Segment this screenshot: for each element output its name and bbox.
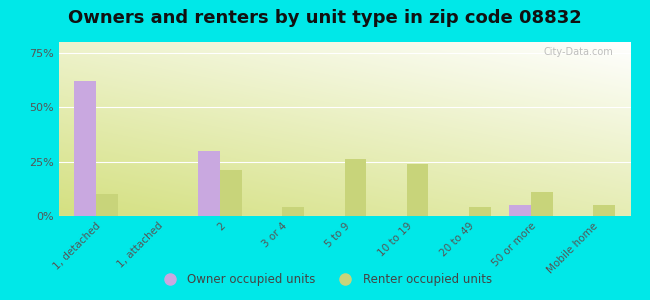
Bar	[509, 205, 531, 216]
Bar	[531, 192, 552, 216]
Text: City-Data.com: City-Data.com	[543, 47, 614, 57]
Legend: Owner occupied units, Renter occupied units: Owner occupied units, Renter occupied un…	[153, 269, 497, 291]
Bar	[344, 159, 366, 216]
Bar	[198, 151, 220, 216]
Bar	[407, 164, 428, 216]
Bar	[74, 81, 96, 216]
Text: Owners and renters by unit type in zip code 08832: Owners and renters by unit type in zip c…	[68, 9, 582, 27]
Bar	[282, 207, 304, 216]
Bar	[593, 205, 615, 216]
Bar	[220, 170, 242, 216]
Bar	[469, 207, 491, 216]
Bar	[96, 194, 118, 216]
